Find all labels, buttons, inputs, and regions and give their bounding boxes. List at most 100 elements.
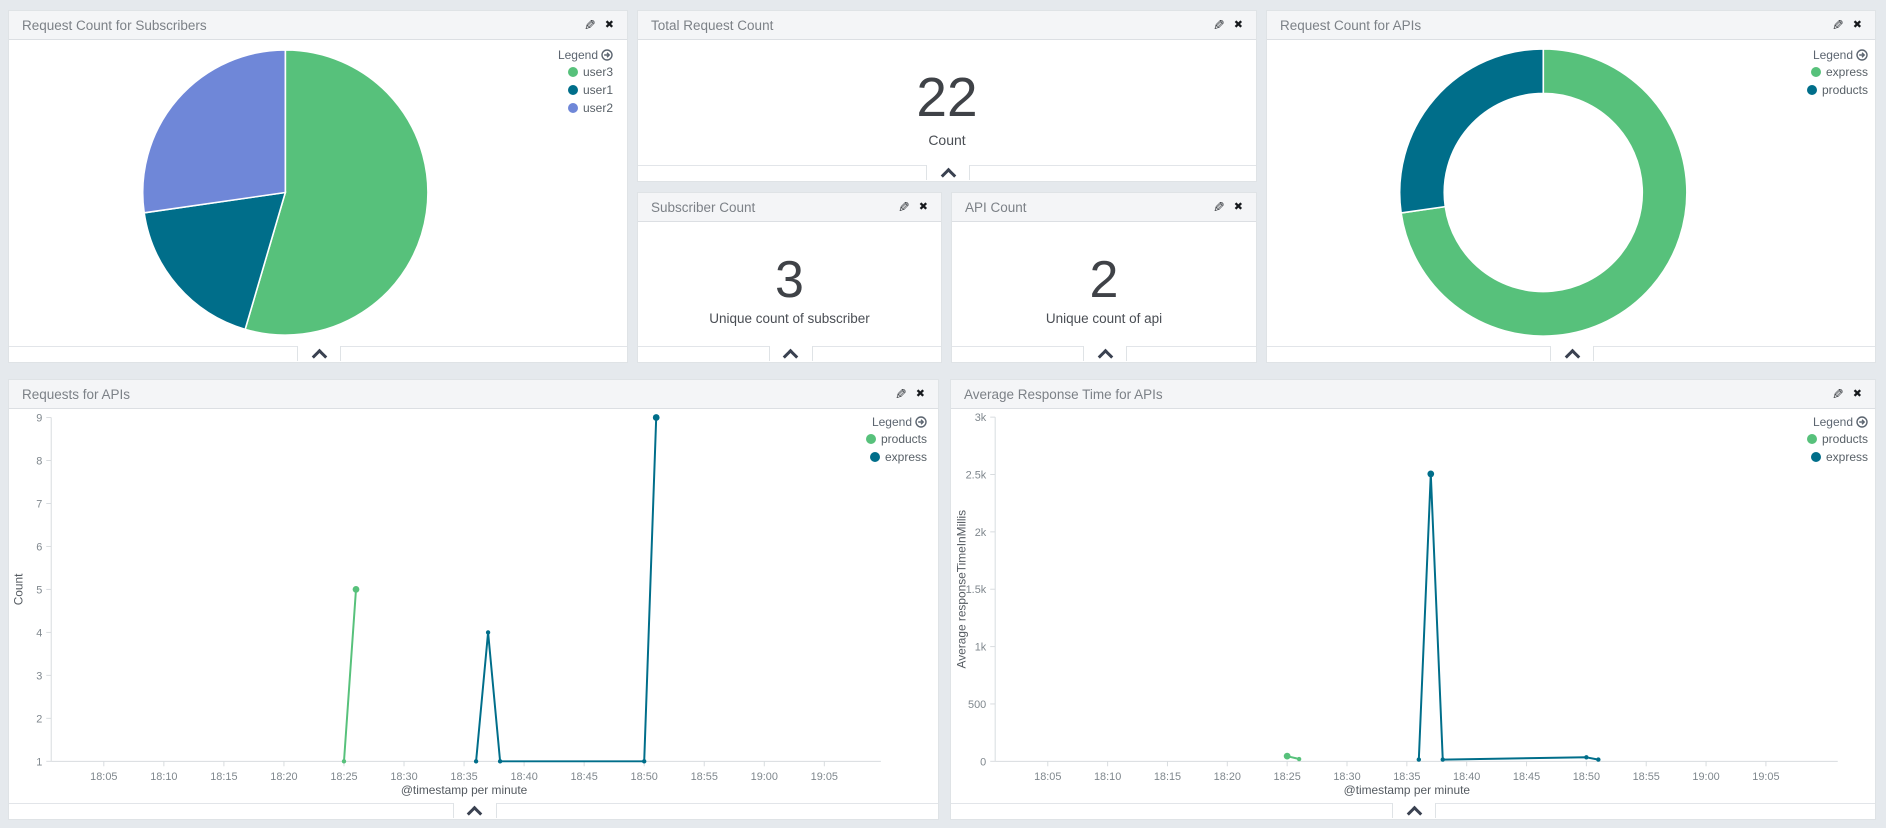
legend-item-user3[interactable]: user3 <box>558 63 613 81</box>
legend-item-label: express <box>884 450 927 464</box>
edit-icon[interactable]: ✎ <box>584 17 596 33</box>
collapse-button[interactable] <box>297 346 341 365</box>
close-icon[interactable]: ✖ <box>1233 200 1243 213</box>
x-tick-label: 18:30 <box>1333 771 1360 783</box>
pie-slice-user3[interactable] <box>244 49 429 336</box>
metric-label: Count <box>928 132 966 148</box>
legend-toggle[interactable]: Legend <box>1807 46 1868 63</box>
legend: Legend products express <box>1806 413 1868 466</box>
legend-item-express[interactable]: express <box>866 448 927 466</box>
legend-toggle[interactable]: Legend <box>1807 413 1868 430</box>
pie-chart[interactable] <box>9 40 627 346</box>
collapse-button[interactable] <box>1550 346 1594 365</box>
pie-slice-products[interactable] <box>1398 48 1545 214</box>
legend-item-user1[interactable]: user1 <box>558 81 613 99</box>
data-point-express[interactable] <box>473 759 479 764</box>
collapse-button[interactable] <box>768 346 813 365</box>
close-icon[interactable]: ✖ <box>1852 18 1862 31</box>
close-icon[interactable]: ✖ <box>915 387 925 400</box>
donut-chart[interactable] <box>1267 40 1875 346</box>
legend-dot <box>567 67 578 77</box>
edit-icon[interactable]: ✎ <box>1832 386 1844 402</box>
legend-item-express[interactable]: express <box>1807 448 1868 466</box>
data-point-express[interactable] <box>1596 757 1601 762</box>
x-tick-label: 19:05 <box>1752 771 1779 783</box>
close-icon[interactable]: ✖ <box>1233 18 1243 31</box>
panel-title: Average Response Time for APIs <box>964 386 1163 402</box>
panel-header: Subscriber Count ✎ ✖ <box>638 193 941 222</box>
metric-value: 3 <box>775 251 804 309</box>
series-line-products[interactable] <box>342 588 357 763</box>
close-icon[interactable]: ✖ <box>604 18 614 31</box>
series-line-express[interactable] <box>475 416 658 763</box>
panel-footer <box>638 165 1256 184</box>
legend-item-user2[interactable]: user2 <box>558 99 613 117</box>
line-chart-area: 1 2 3 4 5 6 7 8 9 18:05 18:10 18:15 18:20 18:25 18:30 1… <box>9 409 938 803</box>
legend-toggle[interactable]: Legend <box>558 46 613 63</box>
pie-slice-express[interactable] <box>1400 48 1688 337</box>
legend-item-products[interactable]: products <box>1806 430 1868 448</box>
pie-slice-user1[interactable] <box>143 191 287 331</box>
edit-icon[interactable]: ✎ <box>895 386 907 402</box>
metric-body: 22 Count <box>638 40 1256 165</box>
data-point-express[interactable] <box>642 759 647 764</box>
x-tick-label: 19:00 <box>751 771 778 783</box>
y-axis-label: Count <box>11 573 25 605</box>
legend-item-express[interactable]: express <box>1807 63 1868 81</box>
panel-average-response-time-for-apis: Average Response Time for APIs ✎ ✖ 0 500 1… <box>950 379 1876 822</box>
edit-icon[interactable]: ✎ <box>1213 17 1225 33</box>
collapse-button[interactable] <box>452 803 497 822</box>
requests-line-chart[interactable]: 1 2 3 4 5 6 7 8 9 18:05 18:10 18:15 18:20 18:25 18:30 1… <box>9 409 938 803</box>
legend-toggle[interactable]: Legend <box>866 413 927 430</box>
legend-label: Legend <box>557 47 598 62</box>
legend: Legend express products <box>1806 46 1868 99</box>
close-icon[interactable]: ✖ <box>1852 387 1862 400</box>
panel-subscriber-count: Subscriber Count ✎ ✖ 3 Unique count of s… <box>637 192 942 365</box>
panel-header: Request Count for APIs ✎ ✖ <box>1267 11 1875 40</box>
pie-slice-user2[interactable] <box>141 49 287 214</box>
close-icon[interactable]: ✖ <box>918 200 928 213</box>
panel-footer <box>951 803 1875 822</box>
x-tick-label: 18:20 <box>1214 771 1241 783</box>
legend-dot <box>869 452 880 462</box>
collapse-button[interactable] <box>1392 803 1436 822</box>
y-tick-label: 500 <box>968 699 986 711</box>
panel-total-request-count: Total Request Count ✎ ✖ 22 Count <box>637 10 1257 184</box>
data-point-express[interactable] <box>652 414 660 421</box>
legend-open-icon <box>1856 48 1868 61</box>
data-point-express[interactable] <box>1427 470 1435 478</box>
x-tick-label: 18:05 <box>1034 771 1061 783</box>
panel-header: Average Response Time for APIs ✎ ✖ <box>951 380 1875 409</box>
edit-icon[interactable]: ✎ <box>1832 17 1844 33</box>
panel-title: Requests for APIs <box>22 386 131 402</box>
response-time-line-chart[interactable]: 0 500 1k 1.5k 2k 2.5k 3k 18:05 18:10 18:15 18:20 18… <box>951 409 1875 803</box>
data-point-express[interactable] <box>485 630 491 635</box>
x-tick-label: 18:10 <box>150 771 177 783</box>
x-tick-label: 18:10 <box>1094 771 1121 783</box>
x-tick-label: 18:45 <box>1513 771 1540 783</box>
edit-icon[interactable]: ✎ <box>898 199 910 215</box>
y-tick-label: 5 <box>36 584 42 596</box>
data-point-products[interactable] <box>352 586 360 593</box>
collapse-button[interactable] <box>1083 346 1127 365</box>
x-tick-label: 18:55 <box>691 771 718 783</box>
panel-request-count-for-subscribers: Request Count for Subscribers ✎ ✖ Legend… <box>8 10 628 365</box>
legend-item-products[interactable]: products <box>1806 81 1868 99</box>
legend-item-products[interactable]: products <box>865 430 927 448</box>
data-point-express[interactable] <box>1440 757 1445 762</box>
data-point-express[interactable] <box>497 759 503 764</box>
y-tick-label: 4 <box>36 627 42 639</box>
data-point-express[interactable] <box>1416 757 1421 762</box>
data-point-products[interactable] <box>1296 756 1302 762</box>
chevron-up-icon <box>940 167 956 184</box>
series-line-express[interactable] <box>1417 472 1600 761</box>
panel-title: Request Count for APIs <box>1280 17 1422 33</box>
panel-footer <box>952 346 1256 365</box>
data-point-products[interactable] <box>1283 752 1291 760</box>
collapse-button[interactable] <box>926 165 970 184</box>
edit-icon[interactable]: ✎ <box>1213 199 1225 215</box>
panel-title: Request Count for Subscribers <box>22 17 207 33</box>
panel-header: Total Request Count ✎ ✖ <box>638 11 1256 40</box>
data-point-express[interactable] <box>1584 755 1589 760</box>
data-point-products[interactable] <box>341 759 347 764</box>
